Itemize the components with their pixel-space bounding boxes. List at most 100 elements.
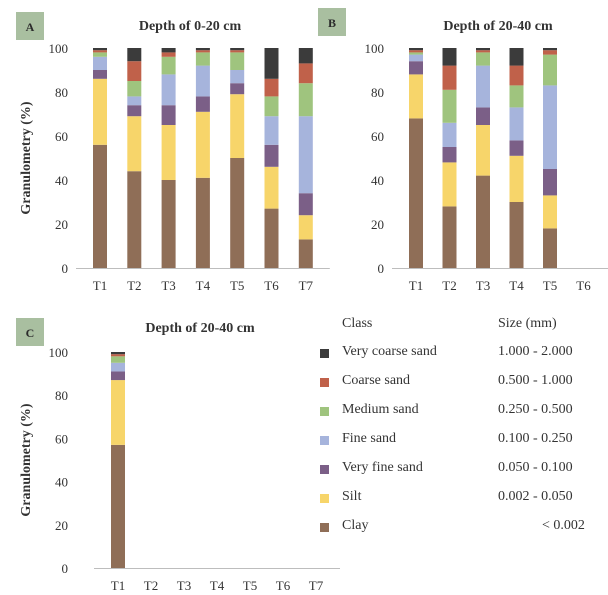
bar-segment-medium-sand bbox=[476, 52, 490, 66]
bar-segment-coarse-sand bbox=[195, 50, 210, 53]
bar-segment-clay bbox=[264, 208, 279, 268]
x-tick-label: T2 bbox=[127, 278, 141, 293]
y-tick-label: 40 bbox=[55, 475, 68, 490]
bar-segment-coarse-sand bbox=[298, 63, 313, 84]
bar-segment-very-coarse-sand bbox=[93, 48, 107, 51]
bar-segment-clay bbox=[543, 228, 557, 268]
legend-class-header: Class bbox=[342, 316, 373, 331]
bar-segment-clay bbox=[93, 144, 107, 268]
bar-segment-clay bbox=[111, 444, 125, 568]
y-tick-label: 80 bbox=[55, 85, 68, 100]
legend-size-header: Size (mm) bbox=[498, 316, 557, 331]
y-tick-label: 60 bbox=[371, 129, 384, 144]
bar-segment-very-coarse-sand bbox=[127, 48, 142, 62]
bar-segment-very-fine-sand bbox=[111, 371, 125, 381]
bar-segment-fine-sand bbox=[509, 107, 524, 141]
bar-segment-medium-sand bbox=[264, 96, 279, 117]
bar-segment-fine-sand bbox=[409, 54, 423, 62]
bar-segment-coarse-sand bbox=[509, 65, 524, 86]
bar-segment-very-fine-sand bbox=[264, 144, 279, 167]
y-tick-label: 60 bbox=[55, 431, 68, 446]
x-tick-label: T6 bbox=[576, 278, 591, 293]
bar-segment-very-fine-sand bbox=[298, 193, 313, 216]
bar-segment-fine-sand bbox=[127, 96, 142, 106]
bar-segment-very-fine-sand bbox=[127, 105, 142, 117]
bar-segment-coarse-sand bbox=[111, 354, 125, 357]
legend-item-medium-sand: Medium sand 0.250 - 0.500 bbox=[316, 402, 606, 431]
y-tick-label: 80 bbox=[371, 85, 384, 100]
bar-segment-silt bbox=[298, 215, 313, 240]
x-tick-label: T7 bbox=[299, 278, 314, 293]
y-axis-label: Granulometry (%) bbox=[19, 403, 34, 516]
legend-item-label: Clay bbox=[342, 518, 369, 533]
legend-item-size: 0.100 - 0.250 bbox=[498, 431, 573, 446]
panel-tag-box bbox=[318, 8, 346, 36]
bar-segment-coarse-sand bbox=[127, 61, 142, 81]
bar-segment-silt bbox=[264, 166, 279, 209]
bar-segment-very-fine-sand bbox=[442, 147, 457, 163]
bar-segment-coarse-sand bbox=[264, 78, 279, 97]
legend-swatch bbox=[320, 494, 329, 503]
bar-segment-medium-sand bbox=[93, 52, 107, 57]
y-tick-label: 0 bbox=[62, 261, 69, 276]
bar-segment-very-coarse-sand bbox=[161, 48, 176, 53]
x-tick-label: T2 bbox=[442, 278, 456, 293]
y-tick-label: 100 bbox=[49, 345, 69, 360]
bar-segment-very-coarse-sand bbox=[442, 48, 457, 66]
panel-tag: A bbox=[16, 12, 44, 40]
bar-segment-clay bbox=[230, 158, 245, 268]
legend: Class Size (mm) Very coarse sand 1.000 -… bbox=[316, 316, 606, 547]
chart-title: Depth of 0-20 cm bbox=[139, 19, 242, 34]
x-tick-label: T5 bbox=[230, 278, 244, 293]
bar-segment-silt bbox=[230, 94, 245, 158]
legend-swatch bbox=[320, 523, 329, 532]
bar-segment-coarse-sand bbox=[230, 50, 245, 53]
legend-item-coarse-sand: Coarse sand 0.500 - 1.000 bbox=[316, 373, 606, 402]
bar-segment-silt bbox=[442, 162, 457, 207]
bar-segment-medium-sand bbox=[442, 89, 457, 123]
bar-segment-silt bbox=[195, 111, 210, 178]
bar-segment-fine-sand bbox=[442, 122, 457, 147]
legend-item-label: Very coarse sand bbox=[342, 344, 437, 359]
x-tick-label: T3 bbox=[177, 578, 191, 593]
bar-segment-medium-sand bbox=[509, 85, 524, 108]
chart-title: Depth of 20-40 cm bbox=[145, 321, 255, 336]
legend-item-size: 0.050 - 0.100 bbox=[498, 460, 573, 475]
bar-segment-very-coarse-sand bbox=[195, 48, 210, 51]
bar-segment-coarse-sand bbox=[476, 50, 490, 53]
panel-tag: C bbox=[16, 318, 44, 346]
panel-tag-box bbox=[16, 12, 44, 40]
legend-swatch bbox=[320, 349, 329, 358]
bar-segment-coarse-sand bbox=[409, 50, 423, 53]
legend-item-size: 0.250 - 0.500 bbox=[498, 402, 573, 417]
legend-item-label: Very fine sand bbox=[342, 460, 423, 475]
bar-segment-very-coarse-sand bbox=[230, 48, 245, 51]
legend-item-size: 0.500 - 1.000 bbox=[498, 373, 573, 388]
legend-item-label: Coarse sand bbox=[342, 373, 411, 388]
legend-item-very-fine-sand: Very fine sand 0.050 - 0.100 bbox=[316, 460, 606, 489]
legend-item-clay: Clay < 0.002 bbox=[316, 518, 606, 547]
x-tick-label: T4 bbox=[509, 278, 524, 293]
x-tick-label: T5 bbox=[543, 278, 557, 293]
bar-segment-very-coarse-sand bbox=[509, 48, 524, 66]
bar-segment-very-fine-sand bbox=[93, 70, 107, 79]
legend-swatch bbox=[320, 407, 329, 416]
bar-segment-medium-sand bbox=[230, 52, 245, 70]
legend-swatch bbox=[320, 465, 329, 474]
x-tick-label: T6 bbox=[276, 578, 291, 593]
bar-segment-fine-sand bbox=[195, 65, 210, 97]
y-tick-label: 20 bbox=[371, 217, 384, 232]
bar-segment-very-fine-sand bbox=[409, 61, 423, 75]
y-axis-label: Granulometry (%) bbox=[19, 101, 34, 214]
x-tick-label: T1 bbox=[409, 278, 423, 293]
bar-segment-silt bbox=[111, 380, 125, 445]
legend-swatch bbox=[320, 436, 329, 445]
bar-segment-very-fine-sand bbox=[195, 96, 210, 112]
panel-tag: B bbox=[318, 8, 346, 36]
legend-item-very-coarse-sand: Very coarse sand 1.000 - 2.000 bbox=[316, 344, 606, 373]
bar-segment-medium-sand bbox=[195, 52, 210, 66]
bar-segment-medium-sand bbox=[127, 81, 142, 97]
y-tick-label: 20 bbox=[55, 217, 68, 232]
y-tick-label: 20 bbox=[55, 518, 68, 533]
